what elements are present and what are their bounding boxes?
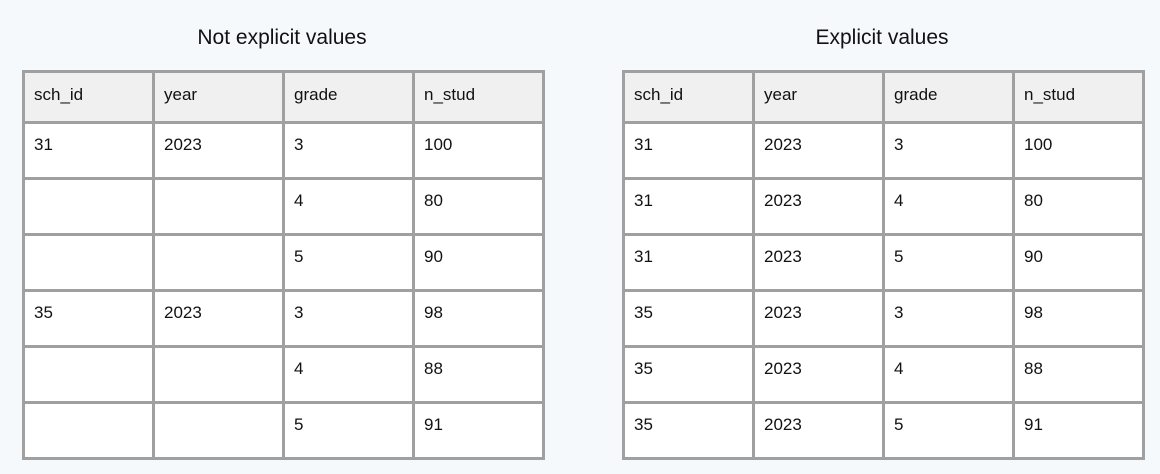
table-row: 4 88 (22, 345, 545, 404)
cell-n-stud: 100 (1012, 121, 1145, 180)
cell-n-stud: 88 (1012, 345, 1145, 404)
cell-sch-id (22, 233, 155, 292)
table-row: 35 2023 3 98 (622, 289, 1145, 348)
cell-n-stud: 91 (412, 401, 545, 460)
cell-n-stud: 88 (412, 345, 545, 404)
cell-year (152, 233, 285, 292)
cell-n-stud: 90 (1012, 233, 1145, 292)
cell-grade: 5 (282, 233, 415, 292)
cell-year (152, 345, 285, 404)
column-header-year: year (152, 70, 285, 124)
cell-grade: 3 (282, 289, 415, 348)
cell-n-stud: 100 (412, 121, 545, 180)
cell-grade: 4 (282, 177, 415, 236)
cell-sch-id: 31 (22, 121, 155, 180)
cell-grade: 4 (282, 345, 415, 404)
cell-sch-id: 31 (622, 233, 755, 292)
table-row: 31 2023 5 90 (622, 233, 1145, 292)
cell-n-stud: 98 (1012, 289, 1145, 348)
cell-year: 2023 (752, 345, 885, 404)
column-header-sch-id: sch_id (622, 70, 755, 124)
table-row: 4 80 (22, 177, 545, 236)
table-row: 35 2023 4 88 (622, 345, 1145, 404)
cell-year: 2023 (752, 233, 885, 292)
cell-grade: 3 (882, 289, 1015, 348)
explicit-values-table: sch_id year grade n_stud 31 2023 3 100 31 2023 4 8… (622, 70, 1145, 460)
table-title: Not explicit values (197, 26, 367, 49)
column-header-grade: grade (282, 70, 415, 124)
cell-grade: 4 (882, 345, 1015, 404)
cell-sch-id: 35 (22, 289, 155, 348)
cell-year: 2023 (752, 289, 885, 348)
table-row: 31 2023 4 80 (622, 177, 1145, 236)
cell-n-stud: 80 (1012, 177, 1145, 236)
cell-grade: 5 (282, 401, 415, 460)
cell-n-stud: 98 (412, 289, 545, 348)
cell-year: 2023 (152, 121, 285, 180)
cell-year: 2023 (752, 121, 885, 180)
cell-year: 2023 (752, 401, 885, 460)
cell-n-stud: 91 (1012, 401, 1145, 460)
column-header-grade: grade (882, 70, 1015, 124)
table-row: 5 90 (22, 233, 545, 292)
cell-sch-id: 35 (622, 345, 755, 404)
cell-sch-id: 35 (622, 289, 755, 348)
cell-grade: 4 (882, 177, 1015, 236)
cell-sch-id: 35 (622, 401, 755, 460)
table-row: 31 2023 3 100 (22, 121, 545, 180)
table-row: 35 2023 5 91 (622, 401, 1145, 460)
cell-sch-id (22, 177, 155, 236)
cell-year (152, 401, 285, 460)
cell-sch-id: 31 (622, 121, 755, 180)
cell-sch-id (22, 401, 155, 460)
not-explicit-values-table: sch_id year grade n_stud 31 2023 3 100 4 80 5 90 35… (22, 70, 545, 460)
table-row: 31 2023 3 100 (622, 121, 1145, 180)
cell-year: 2023 (152, 289, 285, 348)
cell-grade: 5 (882, 233, 1015, 292)
cell-year: 2023 (752, 177, 885, 236)
header-row: sch_id year grade n_stud (22, 70, 545, 124)
table-row: 35 2023 3 98 (22, 289, 545, 348)
header-row: sch_id year grade n_stud (622, 70, 1145, 124)
cell-n-stud: 90 (412, 233, 545, 292)
table-title: Explicit values (815, 26, 949, 49)
table-row: 5 91 (22, 401, 545, 460)
cell-sch-id (22, 345, 155, 404)
column-header-n-stud: n_stud (412, 70, 545, 124)
column-header-sch-id: sch_id (22, 70, 155, 124)
cell-n-stud: 80 (412, 177, 545, 236)
column-header-n-stud: n_stud (1012, 70, 1145, 124)
cell-sch-id: 31 (622, 177, 755, 236)
cell-grade: 3 (282, 121, 415, 180)
cell-grade: 5 (882, 401, 1015, 460)
column-header-year: year (752, 70, 885, 124)
cell-year (152, 177, 285, 236)
cell-grade: 3 (882, 121, 1015, 180)
